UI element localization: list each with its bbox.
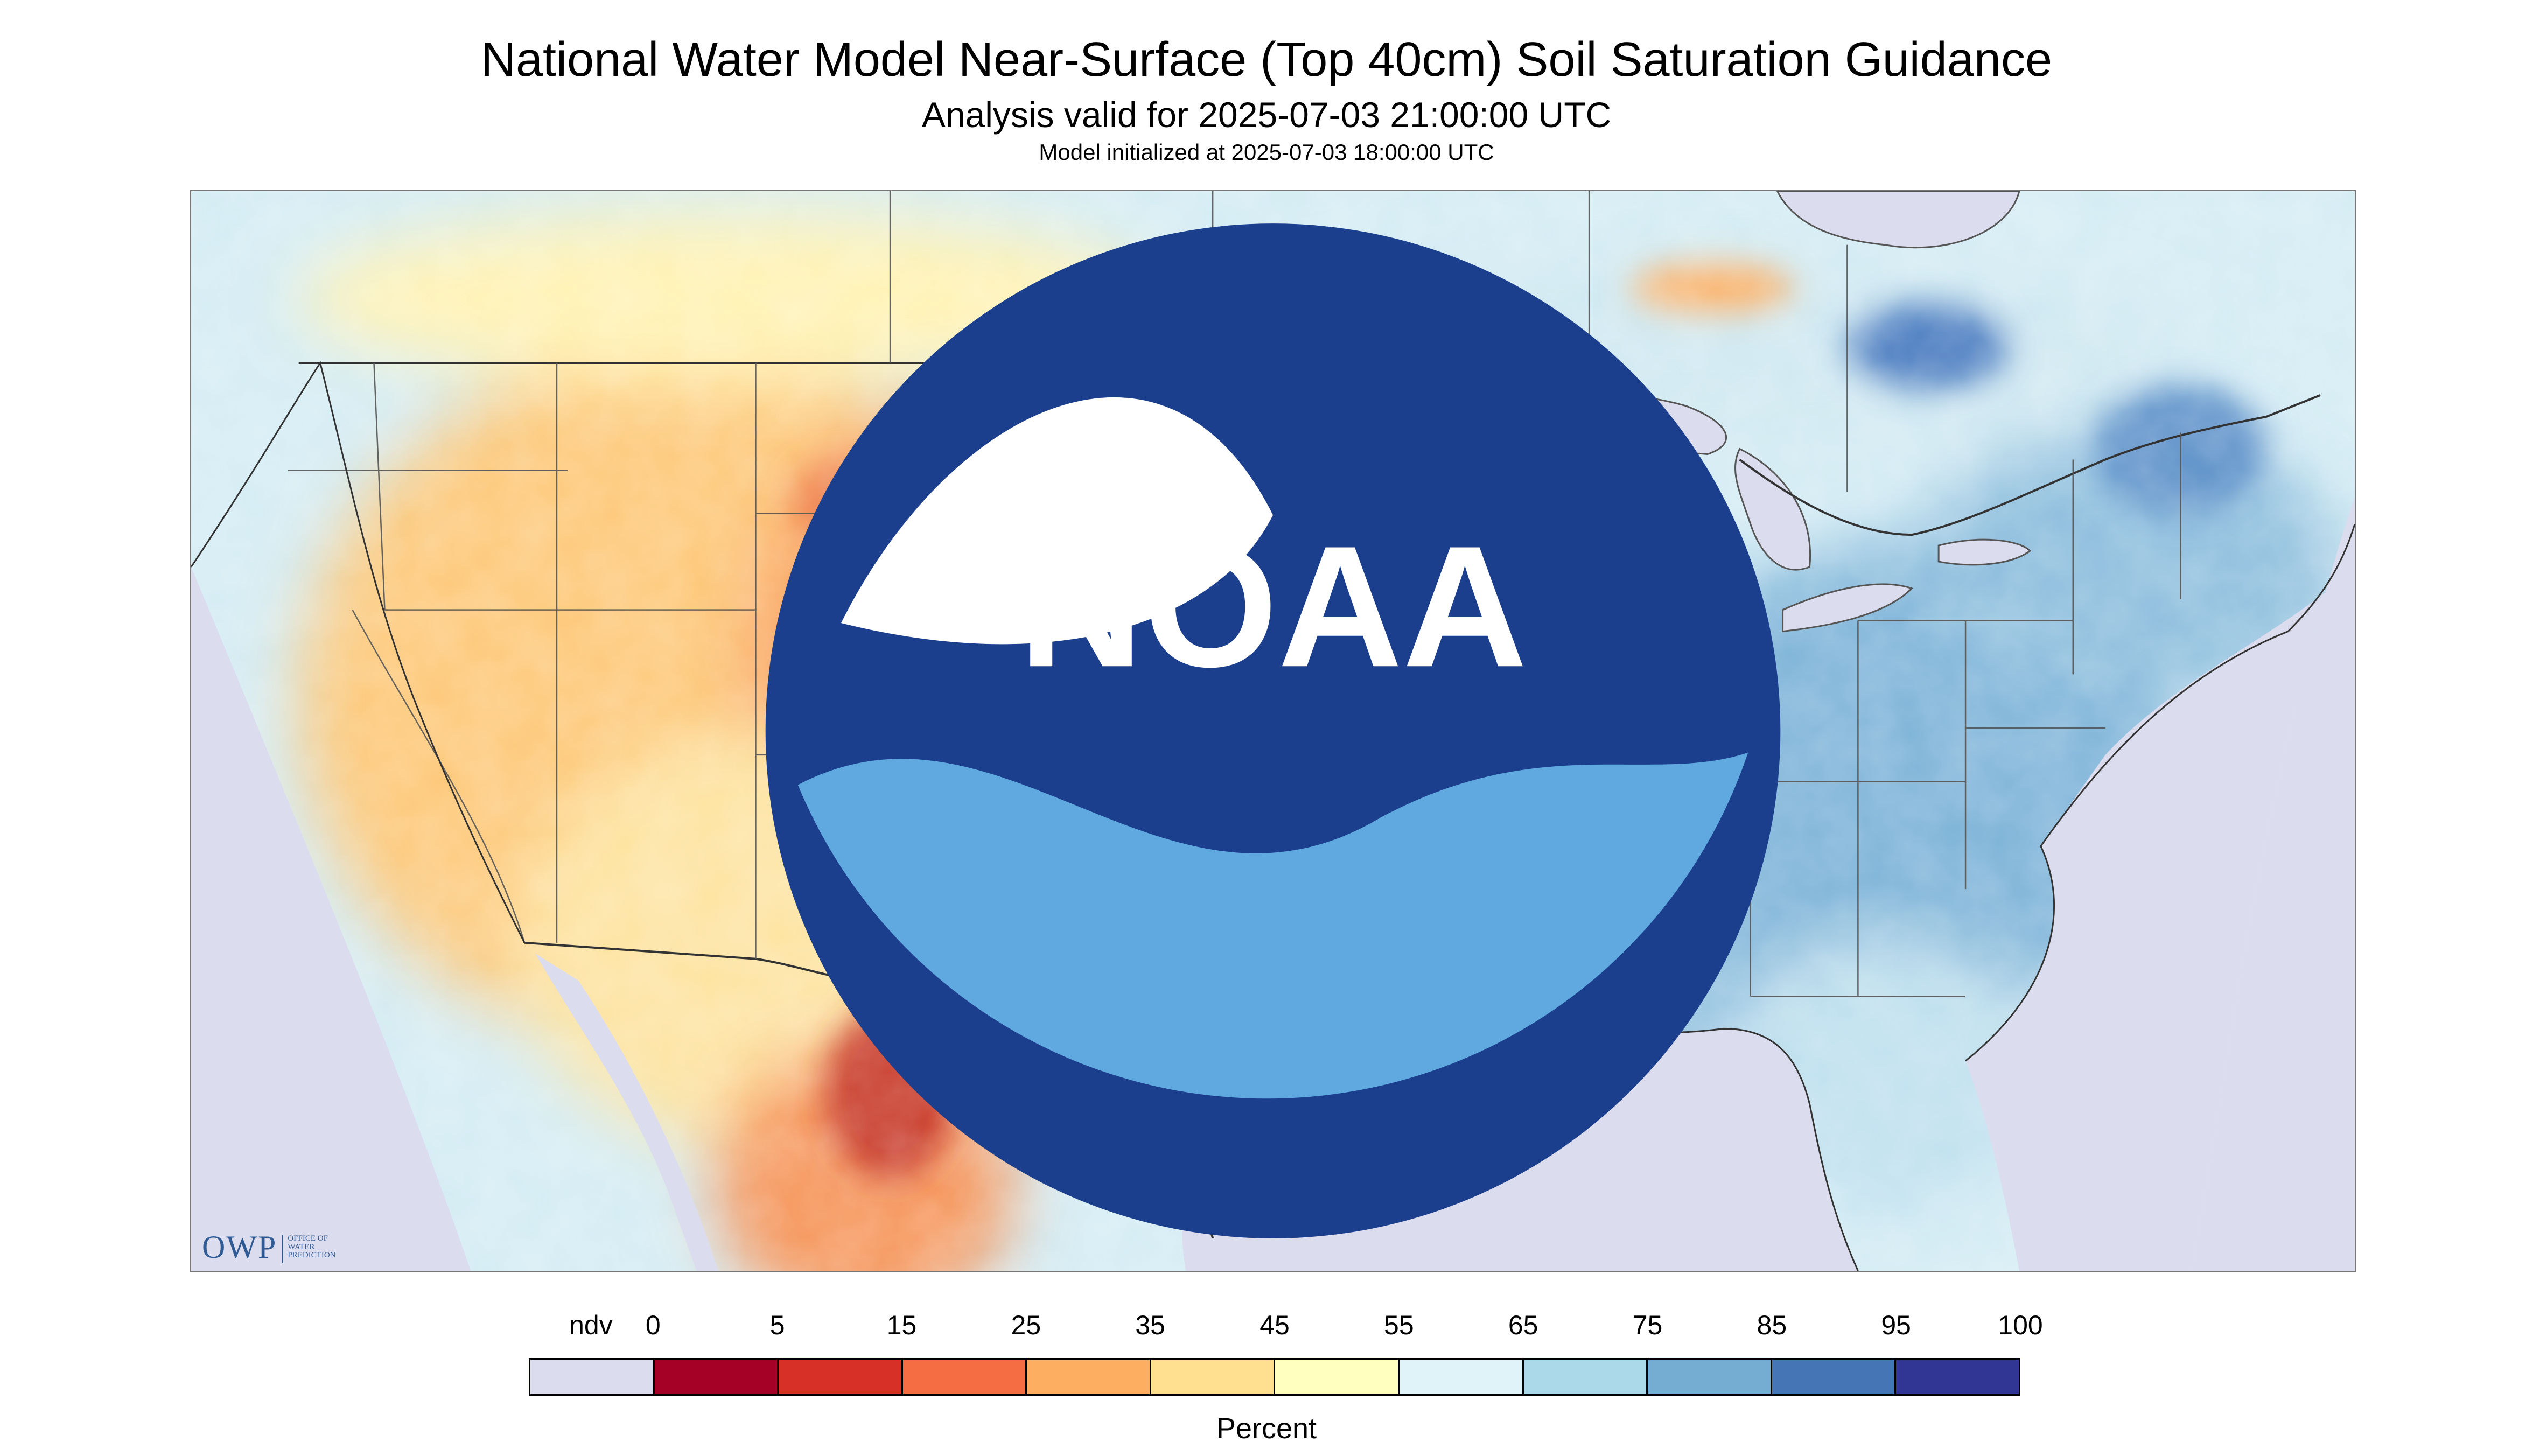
legend-tick-label: 75: [1632, 1310, 1663, 1340]
owp-logo: OWP OFFICE OF WATER PREDICTION: [202, 1231, 336, 1263]
legend-tick-label: 95: [1881, 1310, 1911, 1340]
legend-tick-label: 55: [1384, 1310, 1414, 1340]
legend-swatch: [779, 1360, 903, 1394]
lake-huron: [1734, 447, 1811, 571]
legend-tick-label: 0: [645, 1310, 661, 1340]
legend-tick-label: 35: [1135, 1310, 1165, 1340]
model-init-time: Model initialized at 2025-07-03 18:00:00…: [1039, 139, 1494, 165]
atlantic-ocean: [1965, 497, 2355, 1271]
legend-swatch: [1275, 1360, 1400, 1394]
legend-swatch: [1772, 1360, 1897, 1394]
legend-tick-label: 5: [769, 1310, 785, 1340]
legend-swatch: [1523, 1360, 1648, 1394]
legend-tick-label: 85: [1757, 1310, 1787, 1340]
legend-swatch: [902, 1360, 1027, 1394]
legend-tick-label: 25: [1011, 1310, 1041, 1340]
legend-swatch: [1896, 1360, 2019, 1394]
legend-swatch: [530, 1360, 655, 1394]
legend-tick-label: ndv: [569, 1310, 613, 1340]
owp-wordmark: OFFICE OF WATER PREDICTION: [282, 1234, 336, 1263]
noaa-logo: NOAA: [765, 223, 1781, 1238]
owp-line: OFFICE OF: [288, 1234, 328, 1243]
atlantic-coastline: [1965, 523, 2355, 1062]
pacific-coastline: [191, 361, 526, 943]
hudson-bay: [1776, 191, 2020, 249]
legend-swatch: [1648, 1360, 1772, 1394]
legend-tick-label: 45: [1259, 1310, 1290, 1340]
legend-tick-label: 15: [886, 1310, 917, 1340]
legend-unit: Percent: [1216, 1412, 1317, 1445]
legend-tick-label: 100: [1998, 1310, 2043, 1340]
legend-swatch: [1027, 1360, 1151, 1394]
legend-tick-label: 65: [1508, 1310, 1538, 1340]
lake-erie: [1782, 583, 1914, 633]
legend-swatch: [1151, 1360, 1276, 1394]
analysis-valid-time: Analysis valid for 2025-07-03 21:00:00 U…: [921, 95, 1612, 135]
gulf-of-california: [535, 953, 718, 1271]
lake-ontario: [1937, 538, 2032, 566]
noaa-text: NOAA: [1019, 510, 1528, 703]
owp-mark: OWP: [202, 1229, 277, 1265]
legend-swatch: [654, 1360, 779, 1394]
legend-bar: [529, 1358, 2020, 1396]
legend-labels: ndv 0 5 15 25 35 45 55 65 75 85 95 100: [529, 1310, 2043, 1347]
color-legend: [529, 1358, 2020, 1396]
owp-line: PREDICTION: [288, 1251, 336, 1260]
legend-swatch: [1400, 1360, 1524, 1394]
owp-line: WATER: [288, 1242, 315, 1251]
soil-saturation-map[interactable]: OWP OFFICE OF WATER PREDICTION NOAA: [190, 190, 2356, 1272]
map-title: National Water Model Near-Surface (Top 4…: [480, 33, 2052, 87]
